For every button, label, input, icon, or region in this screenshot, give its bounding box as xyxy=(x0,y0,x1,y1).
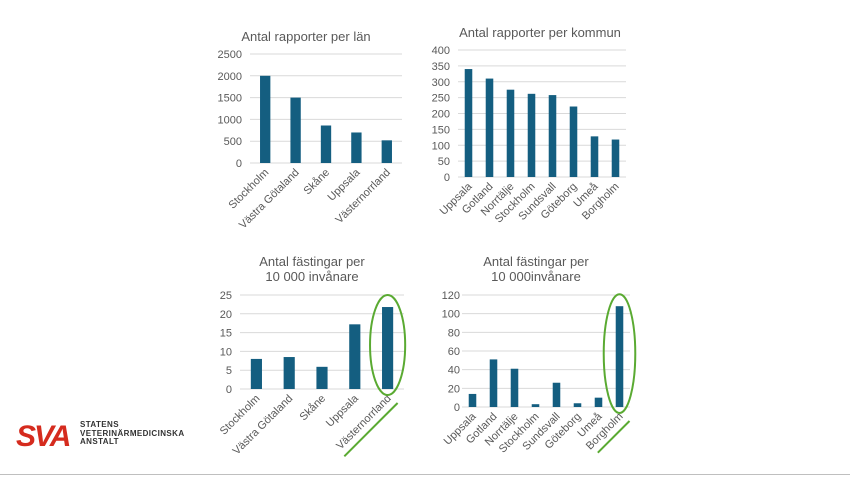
y-tick-label: 20 xyxy=(220,309,232,321)
bar xyxy=(489,359,498,407)
highlight-ellipse xyxy=(602,293,637,415)
bar xyxy=(485,78,494,177)
bar xyxy=(468,393,477,407)
x-tick-label: Västernorrland xyxy=(333,167,393,227)
y-tick-label: 0 xyxy=(226,384,232,396)
y-tick-label: 250 xyxy=(432,93,450,105)
chart-title: Antal rapporter per kommun xyxy=(459,25,621,40)
bar xyxy=(569,106,578,177)
bar xyxy=(382,307,394,389)
bar xyxy=(320,125,332,163)
bar xyxy=(381,140,392,163)
logo-line: VETERINÄRMEDICINSKA xyxy=(80,428,185,438)
svg-text:SVA: SVA xyxy=(16,420,70,450)
y-tick-label: 500 xyxy=(224,136,242,148)
bar xyxy=(615,306,624,407)
y-tick-label: 2000 xyxy=(218,71,242,83)
sva-logo-mark: SVA xyxy=(16,420,72,450)
highlight-underline xyxy=(597,420,631,454)
y-tick-label: 60 xyxy=(448,346,460,358)
slide-bottom-border xyxy=(0,474,850,475)
highlight-underline xyxy=(343,402,399,457)
bar xyxy=(250,358,262,389)
y-tick-label: 100 xyxy=(432,140,450,152)
y-tick-label: 1500 xyxy=(218,93,242,105)
y-tick-label: 0 xyxy=(454,402,460,414)
y-tick-label: 100 xyxy=(442,309,460,321)
highlight-ellipse xyxy=(369,294,407,396)
y-tick-label: 2500 xyxy=(218,49,242,61)
chart-2: Antal rapporter per kommun 0 50 100 150 200 25… xyxy=(432,25,626,225)
y-tick-label: 200 xyxy=(432,109,450,121)
logo-wordmark: STATENS VETERINÄRMEDICINSKA ANSTALT xyxy=(80,420,185,447)
bar xyxy=(594,397,603,407)
bar xyxy=(290,97,301,163)
y-tick-label: 80 xyxy=(448,327,460,339)
y-tick-label: 20 xyxy=(448,383,460,395)
bar xyxy=(527,93,536,177)
bar xyxy=(283,357,295,389)
chart-1: Antal rapporter per län 0 500 1000 1500 2000 2… xyxy=(218,29,402,231)
chart-title: Antal fästingar per xyxy=(259,254,365,269)
bar xyxy=(510,368,519,407)
y-tick-label: 25 xyxy=(220,290,232,302)
bar xyxy=(349,324,361,389)
y-tick-label: 400 xyxy=(432,45,450,57)
x-tick-label: Västra Götaland xyxy=(231,393,296,458)
y-tick-label: 300 xyxy=(432,77,450,89)
chart-title: Antal fästingar per xyxy=(483,254,589,269)
y-tick-label: 0 xyxy=(444,172,450,184)
y-tick-label: 150 xyxy=(432,124,450,136)
x-tick-label: Skåne xyxy=(298,393,329,424)
bar xyxy=(464,69,473,177)
logo-line: ANSTALT xyxy=(80,437,119,446)
bar xyxy=(506,89,515,177)
y-tick-label: 120 xyxy=(442,290,460,302)
chart-title: Antal rapporter per län xyxy=(241,29,370,44)
y-tick-label: 50 xyxy=(438,156,450,168)
chart-title: 10 000invånare xyxy=(491,269,581,284)
y-tick-label: 10 xyxy=(220,346,232,358)
bar xyxy=(611,139,620,177)
bar xyxy=(260,75,271,163)
logo-line: STATENS xyxy=(80,420,119,429)
y-tick-label: 15 xyxy=(220,328,232,340)
bar xyxy=(351,132,362,163)
bar xyxy=(531,404,540,407)
bar xyxy=(573,403,582,407)
bar xyxy=(552,382,561,407)
bar xyxy=(590,136,599,177)
y-tick-label: 1000 xyxy=(218,114,242,126)
y-tick-label: 5 xyxy=(226,365,232,377)
bar xyxy=(548,95,557,177)
y-tick-label: 350 xyxy=(432,61,450,73)
y-tick-label: 0 xyxy=(236,158,242,170)
y-tick-label: 40 xyxy=(448,365,460,377)
bar xyxy=(316,366,328,389)
chart-title: 10 000 invånare xyxy=(265,269,358,284)
